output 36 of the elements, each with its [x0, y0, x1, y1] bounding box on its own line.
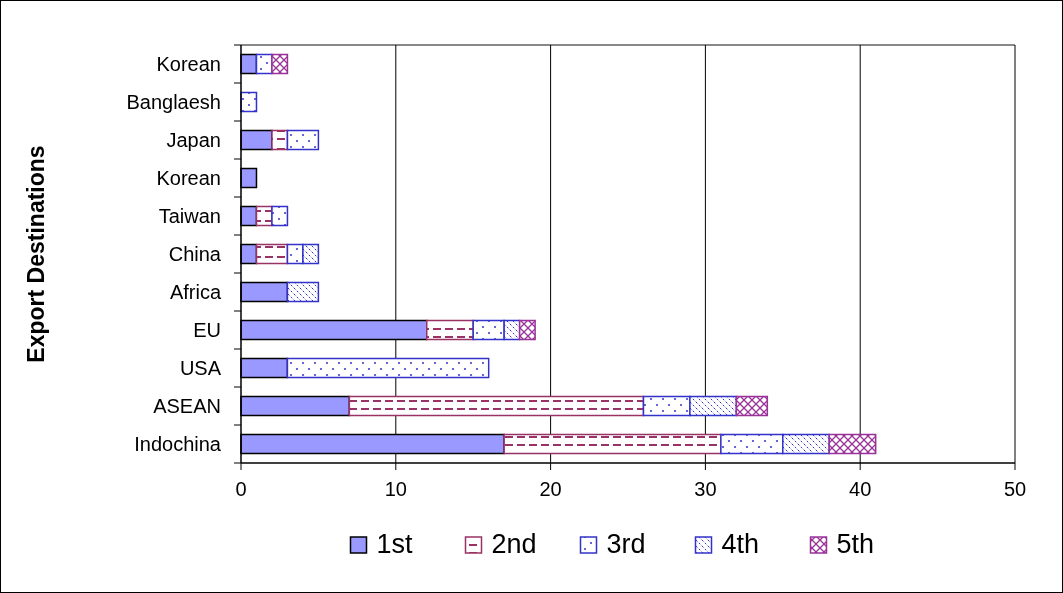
bar	[271, 129, 289, 151]
y-axis-title: Export Destinations	[23, 145, 49, 363]
y-tick-label: Indochina	[134, 433, 222, 455]
legend-label: 2nd	[491, 529, 537, 559]
bar	[271, 205, 289, 227]
bar	[348, 395, 645, 417]
y-tick-label: Japan	[166, 129, 221, 151]
x-tick-label: 0	[235, 478, 247, 500]
legend-label: 4th	[721, 529, 760, 559]
bar	[255, 243, 289, 265]
bar	[735, 395, 769, 417]
bar	[503, 433, 722, 455]
x-tick-label: 30	[694, 478, 717, 500]
y-tick-label: USA	[179, 357, 222, 379]
legend-label: 3rd	[606, 529, 646, 559]
x-tick-label: 20	[539, 478, 562, 500]
legend-label: 1st	[376, 529, 414, 559]
y-tick-label: ASEAN	[153, 395, 221, 417]
y-tick-label: EU	[193, 319, 221, 341]
y-tick-label: Korean	[156, 167, 221, 189]
y-tick-label: Korean	[156, 53, 221, 75]
x-tick-label: 40	[849, 478, 872, 500]
bar	[286, 281, 320, 303]
x-tick-label: 50	[1003, 478, 1027, 500]
bar	[426, 319, 474, 341]
bar	[271, 53, 289, 75]
bar	[828, 433, 877, 455]
y-tick-label: China	[168, 243, 222, 265]
y-tick-label: Banglaesh	[126, 91, 221, 113]
y-tick-label: Africa	[169, 281, 222, 303]
legend-label: 5th	[836, 529, 875, 559]
y-tick-label: Taiwan	[158, 205, 221, 227]
bar	[286, 129, 320, 151]
x-tick-label: 10	[384, 478, 407, 500]
bar	[518, 319, 536, 341]
bar	[286, 357, 490, 379]
